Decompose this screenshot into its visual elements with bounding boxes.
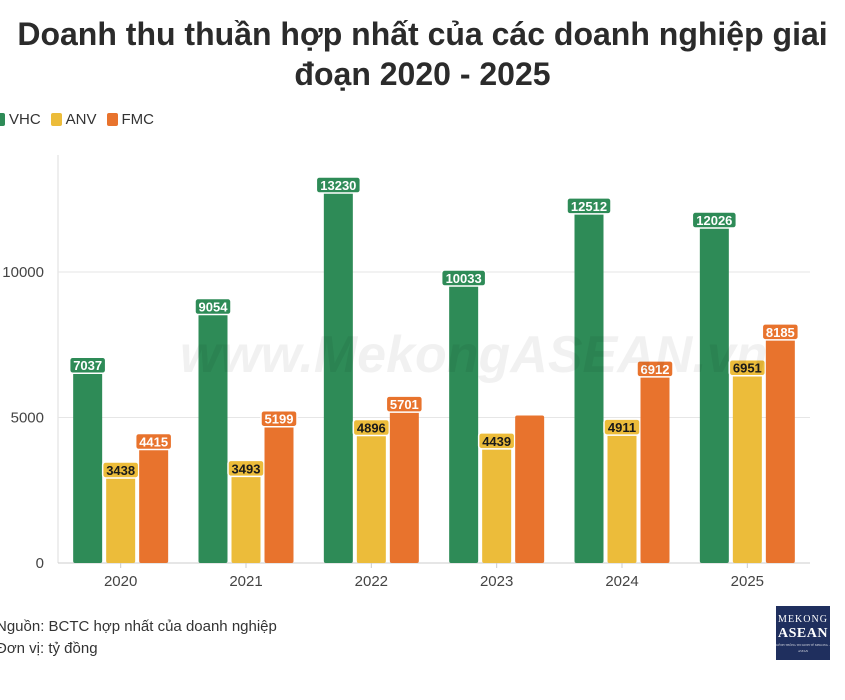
data-label-bg bbox=[603, 418, 641, 436]
x-tick-label-2023: 2023 bbox=[480, 573, 513, 590]
data-label-bg bbox=[566, 197, 612, 215]
x-tick-label-2021: 2021 bbox=[229, 573, 262, 590]
data-label-anv-2020: 3438 bbox=[106, 463, 135, 478]
bar-fmc-2021[interactable] bbox=[264, 411, 294, 563]
bar-chart: 0 5000 10000 7037 3438 4415 2020 9054 3493 5199 20… bbox=[2, 155, 810, 590]
chart-title-line1: Doanh thu thuần hợp nhất của các doanh n… bbox=[17, 16, 828, 52]
watermark: www.MekongASEAN.vn bbox=[180, 326, 768, 384]
chart-title-line2: đoạn 2020 - 2025 bbox=[294, 56, 551, 92]
data-label-bg bbox=[227, 459, 265, 478]
bar-fmc-2023[interactable] bbox=[515, 415, 545, 563]
data-label-vhc-2025: 12026 bbox=[696, 213, 732, 228]
data-label-vhc-2020: 7037 bbox=[73, 358, 102, 373]
legend-swatch-fmc bbox=[106, 112, 118, 126]
bar-fmc-2025[interactable] bbox=[765, 324, 795, 563]
bar-vhc-2024[interactable] bbox=[574, 198, 604, 563]
data-label-fmc-2024: 6912 bbox=[641, 362, 670, 377]
legend-swatch-vhc bbox=[0, 112, 5, 126]
data-label-fmc-2022: 5701 bbox=[390, 397, 419, 412]
legend-item-anv[interactable]: ANV bbox=[50, 110, 97, 128]
bar-vhc-2020[interactable] bbox=[73, 358, 103, 563]
logo-line1: MEKONG bbox=[778, 614, 828, 625]
y-tick-label: 10000 bbox=[2, 264, 44, 281]
data-label-bg bbox=[315, 176, 362, 194]
bar-fmc-2022[interactable] bbox=[389, 397, 419, 563]
data-label-bg bbox=[477, 432, 516, 450]
y-tick-label: 5000 bbox=[11, 410, 44, 427]
unit-note: Đơn vị: tỷ đồng bbox=[0, 640, 98, 657]
legend-label-fmc: FMC bbox=[121, 110, 155, 128]
data-label-bg bbox=[761, 323, 800, 341]
x-tick-label-2022: 2022 bbox=[355, 573, 388, 590]
bar-vhc-2023[interactable] bbox=[449, 271, 479, 563]
data-label-bg bbox=[101, 461, 140, 479]
data-label-fmc-2020: 4415 bbox=[139, 435, 168, 450]
x-tick-label-2020: 2020 bbox=[104, 573, 137, 590]
legend-label-anv: ANV bbox=[65, 110, 97, 128]
bar-anv-2025[interactable] bbox=[732, 360, 762, 563]
data-label-vhc-2022: 13230 bbox=[320, 178, 356, 193]
bar-fmc-2020[interactable] bbox=[139, 434, 169, 563]
data-label-bg bbox=[728, 358, 767, 377]
bar-vhc-2022[interactable] bbox=[323, 178, 353, 563]
x-tick-label-2025: 2025 bbox=[731, 573, 764, 590]
y-tick-label: 0 bbox=[36, 555, 44, 572]
legend-item-vhc[interactable]: VHC bbox=[0, 111, 41, 128]
data-label-anv-2025: 6951 bbox=[733, 361, 762, 376]
bar-anv-2022[interactable] bbox=[356, 420, 386, 563]
bar-anv-2023[interactable] bbox=[482, 433, 512, 563]
data-label-bg bbox=[134, 432, 173, 451]
data-label-bg bbox=[68, 356, 107, 374]
data-label-bg bbox=[636, 360, 674, 378]
data-label-anv-2022: 4896 bbox=[357, 421, 386, 436]
legend: VHC ANV FMC bbox=[0, 109, 164, 129]
data-label-anv-2024: 4911 bbox=[608, 420, 636, 435]
data-label-fmc-2021: 5199 bbox=[265, 412, 294, 427]
x-tick-label-2024: 2024 bbox=[605, 573, 638, 590]
chart-title: Doanh thu thuần hợp nhất của các doanh n… bbox=[0, 14, 845, 94]
data-label-vhc-2024: 12512 bbox=[571, 199, 607, 214]
data-label-bg bbox=[352, 418, 391, 437]
bar-vhc-2021[interactable] bbox=[198, 299, 228, 563]
bar-fmc-2024[interactable] bbox=[640, 361, 670, 563]
bar-anv-2020[interactable] bbox=[106, 462, 136, 563]
logo-line2: ASEAN bbox=[778, 626, 828, 641]
bar-vhc-2025[interactable] bbox=[699, 213, 729, 563]
data-label-bg bbox=[260, 409, 298, 428]
data-label-bg bbox=[691, 211, 738, 229]
legend-swatch-anv bbox=[50, 112, 62, 126]
data-label-anv-2023: 4439 bbox=[482, 434, 511, 449]
logo-line3: KÊNH THÔNG TIN KINH TẾ MEKONG - ASEAN bbox=[776, 643, 830, 653]
data-label-bg bbox=[194, 297, 232, 316]
bar-anv-2024[interactable] bbox=[607, 420, 637, 563]
bar-anv-2021[interactable] bbox=[231, 461, 261, 563]
data-label-anv-2021: 3493 bbox=[232, 461, 261, 476]
legend-label-vhc: VHC bbox=[9, 110, 41, 128]
data-label-bg bbox=[385, 395, 424, 413]
source-note: Nguồn: BCTC hợp nhất của doanh nghiệp bbox=[0, 618, 277, 635]
data-label-bg bbox=[440, 269, 487, 287]
data-label-vhc-2023: 10033 bbox=[446, 271, 482, 286]
data-label-fmc-2025: 8185 bbox=[766, 325, 795, 340]
mekong-asean-logo: MEKONG ASEAN KÊNH THÔNG TIN KINH TẾ MEKO… bbox=[776, 606, 830, 660]
legend-item-fmc[interactable]: FMC bbox=[106, 110, 155, 128]
data-label-vhc-2021: 9054 bbox=[199, 300, 229, 315]
footer: Nguồn: BCTC hợp nhất của doanh nghiệp Đơ… bbox=[0, 616, 277, 660]
